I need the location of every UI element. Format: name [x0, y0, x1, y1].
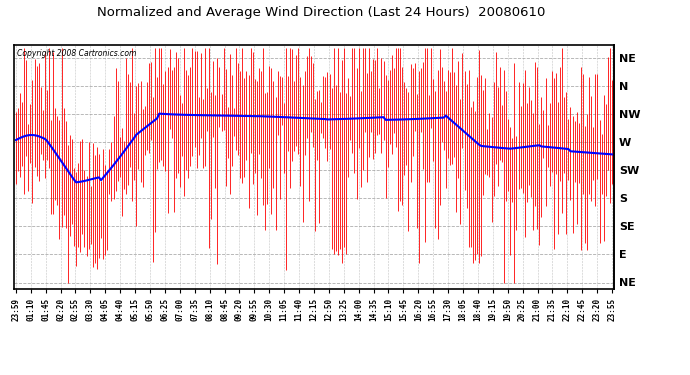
Text: Normalized and Average Wind Direction (Last 24 Hours)  20080610: Normalized and Average Wind Direction (L… — [97, 6, 545, 19]
Text: Copyright 2008 Cartronics.com: Copyright 2008 Cartronics.com — [17, 49, 136, 58]
